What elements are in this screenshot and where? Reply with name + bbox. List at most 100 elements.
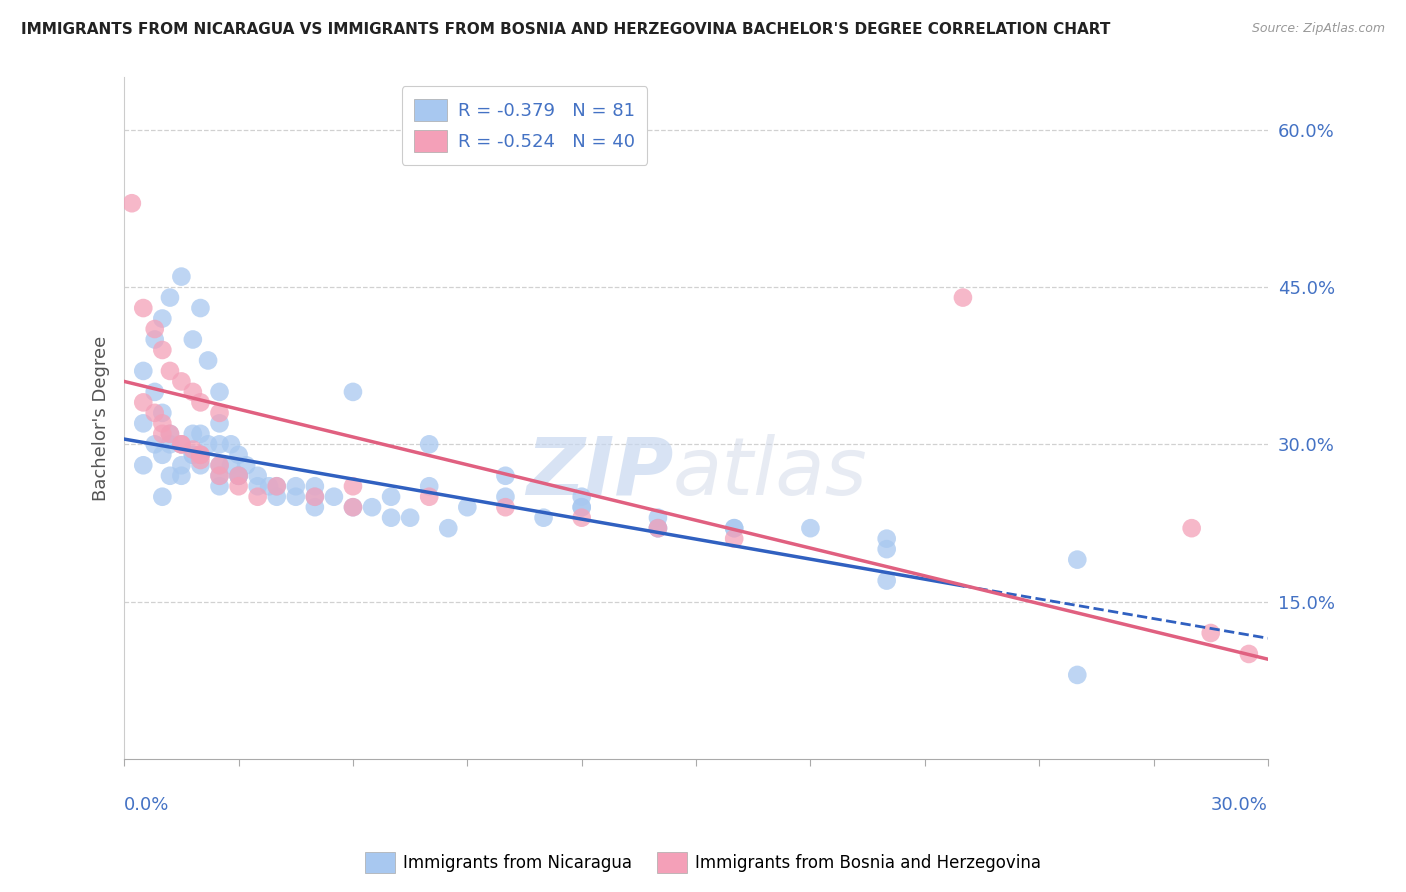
Point xyxy=(246,468,269,483)
Point xyxy=(284,479,307,493)
Point xyxy=(246,490,269,504)
Point xyxy=(257,479,280,493)
Point xyxy=(208,417,231,431)
Point xyxy=(418,437,440,451)
Point xyxy=(876,542,898,557)
Point xyxy=(190,448,212,462)
Text: atlas: atlas xyxy=(673,434,868,512)
Point xyxy=(170,437,193,451)
Point xyxy=(494,500,516,515)
Point xyxy=(228,479,250,493)
Point xyxy=(150,490,173,504)
Point xyxy=(342,479,364,493)
Point xyxy=(150,343,173,357)
Point xyxy=(197,353,219,368)
Point xyxy=(647,510,669,524)
Point xyxy=(723,521,745,535)
Point xyxy=(494,490,516,504)
Point xyxy=(380,510,402,524)
Point xyxy=(159,364,181,378)
Point xyxy=(181,448,204,462)
Point xyxy=(170,437,193,451)
Point xyxy=(361,500,384,515)
Point xyxy=(266,479,288,493)
Legend: Immigrants from Nicaragua, Immigrants from Bosnia and Herzegovina: Immigrants from Nicaragua, Immigrants fr… xyxy=(359,846,1047,880)
Point xyxy=(533,510,555,524)
Point xyxy=(304,490,326,504)
Point xyxy=(1181,521,1204,535)
Point xyxy=(170,468,193,483)
Point xyxy=(456,500,478,515)
Point xyxy=(1066,668,1088,682)
Point xyxy=(190,426,212,441)
Text: IMMIGRANTS FROM NICARAGUA VS IMMIGRANTS FROM BOSNIA AND HERZEGOVINA BACHELOR'S D: IMMIGRANTS FROM NICARAGUA VS IMMIGRANTS … xyxy=(21,22,1111,37)
Point xyxy=(132,417,155,431)
Point xyxy=(132,395,155,409)
Point xyxy=(190,448,212,462)
Point xyxy=(342,500,364,515)
Point xyxy=(150,448,173,462)
Point xyxy=(304,479,326,493)
Point xyxy=(150,406,173,420)
Point xyxy=(1066,552,1088,566)
Point xyxy=(181,426,204,441)
Point xyxy=(1237,647,1260,661)
Point xyxy=(342,500,364,515)
Point xyxy=(208,406,231,420)
Point xyxy=(159,437,181,451)
Point xyxy=(143,384,166,399)
Point xyxy=(304,490,326,504)
Point xyxy=(322,490,344,504)
Point xyxy=(304,500,326,515)
Point xyxy=(143,437,166,451)
Point xyxy=(143,322,166,336)
Point xyxy=(170,375,193,389)
Point xyxy=(208,384,231,399)
Point xyxy=(190,448,212,462)
Point xyxy=(181,442,204,457)
Point xyxy=(228,468,250,483)
Point xyxy=(219,458,242,473)
Point xyxy=(150,311,173,326)
Point xyxy=(132,301,155,315)
Point xyxy=(876,574,898,588)
Point xyxy=(150,426,173,441)
Legend: R = -0.379   N = 81, R = -0.524   N = 40: R = -0.379 N = 81, R = -0.524 N = 40 xyxy=(402,87,647,165)
Point xyxy=(266,479,288,493)
Text: 0.0%: 0.0% xyxy=(124,797,170,814)
Y-axis label: Bachelor's Degree: Bachelor's Degree xyxy=(93,335,110,500)
Point xyxy=(228,448,250,462)
Point xyxy=(170,269,193,284)
Point xyxy=(190,395,212,409)
Point xyxy=(494,468,516,483)
Point xyxy=(208,437,231,451)
Point xyxy=(571,500,593,515)
Point xyxy=(342,384,364,399)
Point xyxy=(723,521,745,535)
Point xyxy=(219,437,242,451)
Point xyxy=(208,468,231,483)
Point xyxy=(284,490,307,504)
Point xyxy=(170,458,193,473)
Point xyxy=(799,521,821,535)
Point xyxy=(228,468,250,483)
Point xyxy=(132,458,155,473)
Point xyxy=(235,458,257,473)
Text: 30.0%: 30.0% xyxy=(1211,797,1268,814)
Point xyxy=(228,468,250,483)
Point xyxy=(170,437,193,451)
Point xyxy=(181,333,204,347)
Point xyxy=(159,426,181,441)
Point xyxy=(228,468,250,483)
Point xyxy=(418,490,440,504)
Point xyxy=(150,417,173,431)
Point xyxy=(647,521,669,535)
Point xyxy=(197,437,219,451)
Point xyxy=(380,490,402,504)
Point xyxy=(143,333,166,347)
Point xyxy=(399,510,422,524)
Point xyxy=(181,448,204,462)
Point xyxy=(571,510,593,524)
Point xyxy=(132,364,155,378)
Point xyxy=(159,468,181,483)
